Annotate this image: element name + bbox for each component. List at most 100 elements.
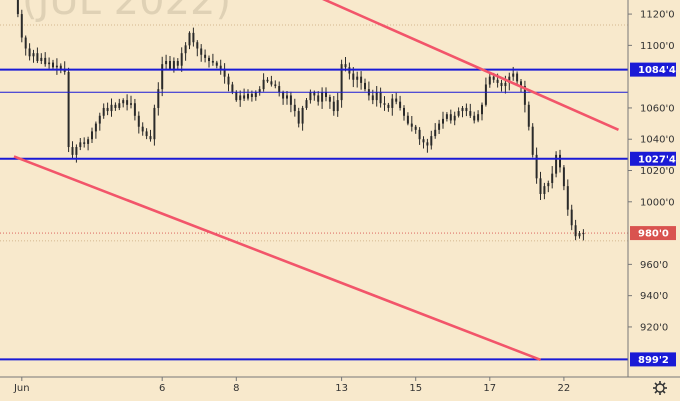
candle-body [395, 98, 398, 102]
candle-body [48, 62, 51, 65]
candle-body [161, 64, 164, 90]
candle-body [192, 32, 195, 43]
candle-body [469, 111, 472, 116]
candle-body [364, 82, 366, 90]
candle-body [336, 100, 339, 112]
candle-body [574, 225, 577, 237]
candle-body [496, 79, 499, 83]
candle-body [235, 92, 238, 101]
candle-body [227, 76, 230, 85]
candle-body [16, 0, 19, 15]
candle-body [200, 48, 203, 55]
candle-body [317, 95, 320, 102]
y-axis-ticks: 1120'0 1100'0 1060'0 1040'0 1020'0 1000'0 960'… [628, 10, 675, 333]
candle-body [293, 104, 296, 112]
candle-body [254, 92, 257, 97]
price-badge [630, 352, 676, 367]
candle-body [492, 76, 495, 80]
plot-background [0, 0, 628, 377]
candle-body [551, 173, 554, 184]
y-tick-label: 1000'0 [640, 197, 675, 208]
price-badge [630, 226, 676, 241]
candle-body [500, 82, 503, 87]
candle-body [40, 57, 43, 62]
y-tick-label: 1020'0 [640, 166, 675, 177]
candle-body [543, 186, 546, 194]
candle-body [520, 81, 522, 87]
candle-body [153, 107, 156, 140]
candle-body [457, 111, 460, 116]
candle-body [504, 82, 507, 87]
candle-body [133, 103, 136, 116]
candle-body [258, 89, 261, 93]
candle-body [59, 65, 62, 69]
candle-body [32, 53, 35, 57]
candle-body [130, 103, 132, 105]
candle-body [114, 104, 117, 108]
x-tick-label: 8 [233, 383, 239, 394]
candle-body [91, 131, 93, 140]
x-axis-ticks: Jun 6 8 13 15 17 22 [13, 377, 570, 394]
candle-body [184, 45, 187, 54]
candle-body [208, 57, 210, 62]
y-tick-label: 920'0 [640, 322, 668, 333]
candle-body [262, 79, 265, 90]
y-tick-label: 1120'0 [640, 10, 675, 21]
trendline [322, 0, 620, 132]
candle-body [555, 154, 558, 174]
price-badge [630, 151, 676, 166]
candle-body [547, 183, 550, 187]
candle-body [477, 114, 480, 121]
candle-body [379, 92, 382, 104]
watermark-text: (JUL 2022) [22, 0, 231, 24]
candle-body [176, 61, 179, 66]
candle-body [79, 142, 82, 148]
candle-body [508, 76, 511, 83]
price-badge-label: 1027'4 [638, 154, 676, 165]
candle-body [282, 92, 285, 99]
candle-body [453, 115, 456, 121]
candle-body [266, 79, 269, 82]
candle-body [36, 53, 39, 62]
candle-body [87, 139, 90, 144]
candle-body [418, 129, 421, 140]
candle-body [410, 123, 413, 127]
candle-body [270, 81, 273, 85]
candle-body [403, 107, 405, 116]
candle-body [375, 92, 378, 101]
candle-body [28, 48, 31, 57]
candle-body [243, 95, 246, 99]
x-tick-label: 22 [558, 383, 571, 394]
candle-body [75, 147, 78, 155]
candle-body [566, 186, 569, 210]
candle-body [102, 107, 105, 116]
candle-body [247, 93, 249, 99]
candle-body [20, 14, 23, 38]
trendlines [13, 0, 620, 362]
candle-body [215, 62, 218, 66]
candle-body [465, 107, 468, 112]
candle-body [149, 136, 152, 140]
x-tick-label: 6 [159, 383, 165, 394]
candle-body [98, 115, 101, 124]
candle-body [434, 129, 437, 137]
candle-body [313, 92, 316, 96]
price-badge-label: 980'0 [638, 229, 669, 240]
gear-icon[interactable] [653, 381, 667, 395]
y-tick-label: 1100'0 [640, 41, 675, 52]
candle-body [360, 76, 363, 83]
candle-body [301, 107, 304, 124]
candle-body [196, 42, 199, 49]
candle-body [204, 54, 207, 58]
candle-body [24, 37, 27, 49]
candle-body [305, 100, 308, 108]
candle-body [484, 84, 487, 105]
candle-body [516, 73, 519, 82]
y-tick-label: 1060'0 [640, 103, 675, 114]
candle-body [126, 100, 129, 105]
candle-body [83, 142, 86, 144]
candle-body [391, 98, 394, 108]
candle-body [488, 76, 491, 85]
x-tick-label: Jun [13, 383, 30, 394]
